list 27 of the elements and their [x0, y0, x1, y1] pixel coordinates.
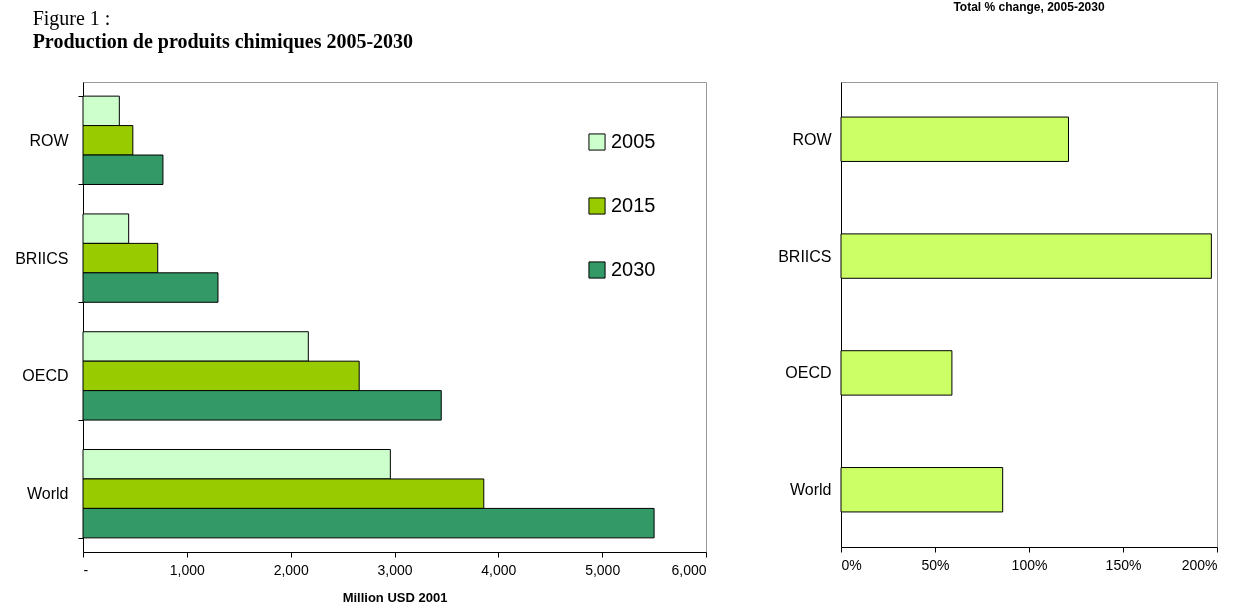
legend-label: 2030	[611, 258, 656, 280]
x-axis-title: Million USD 2001	[342, 589, 448, 605]
y-tick-label: World	[27, 485, 69, 503]
x-tick-label: 3,000	[377, 561, 413, 578]
x-tick-label: 5,000	[585, 561, 621, 578]
chart-title: Total % change, 2005-2030	[953, 0, 1105, 14]
y-tick-label: BRIICS	[15, 249, 69, 267]
legend-label: 2015	[611, 194, 656, 216]
x-tick-label: 1,000	[169, 561, 206, 578]
x-tick-label: 150%	[1105, 556, 1142, 573]
chart-subtitle: Production de produits chimiques 2005-2030	[32, 30, 414, 53]
y-tick-label: ROW	[792, 130, 833, 148]
y-tick-label: ROW	[29, 131, 70, 149]
chart-title: Figure 1 :	[32, 7, 111, 30]
x-tick-label: 6,000	[671, 561, 707, 578]
x-tick-label: 4,000	[481, 561, 517, 578]
y-tick-label: World	[790, 481, 832, 499]
x-tick-label: 0%	[841, 556, 862, 573]
y-tick-label: OECD	[785, 364, 832, 382]
x-tick-label: 100%	[1011, 556, 1048, 573]
y-tick-label: OECD	[22, 367, 69, 385]
x-tick-label: 50%	[921, 556, 950, 573]
x-tick-label: -	[83, 561, 89, 578]
y-tick-label: BRIICS	[778, 247, 832, 265]
x-tick-label: 200%	[1181, 556, 1218, 573]
x-tick-label: 2,000	[273, 561, 309, 578]
legend-label: 2005	[611, 130, 656, 152]
